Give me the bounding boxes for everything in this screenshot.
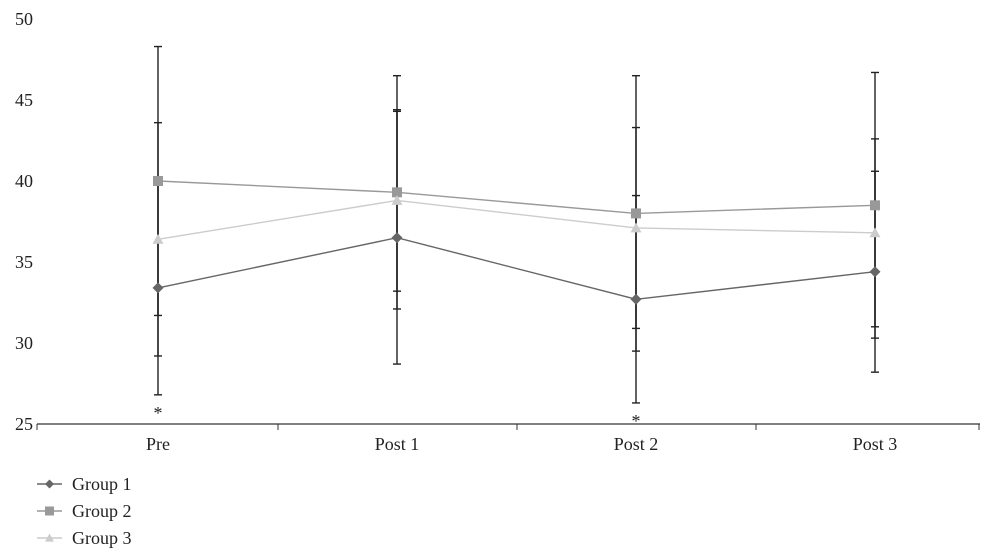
data-point [630, 293, 642, 305]
legend-label: Group 1 [72, 474, 132, 494]
x-tick-label: Post 1 [375, 434, 420, 454]
data-point [631, 208, 641, 219]
legend-label: Group 3 [72, 528, 132, 548]
series-line [157, 180, 876, 215]
x-tick-label: Post 3 [853, 434, 898, 454]
data-point [152, 233, 164, 244]
y-tick-label: 40 [15, 171, 33, 191]
data-point [391, 194, 403, 205]
data-point [870, 200, 880, 211]
series-points [152, 176, 881, 305]
legend-label: Group 2 [72, 501, 132, 521]
series-line [157, 236, 876, 300]
x-tick-label: Pre [146, 434, 170, 454]
data-point [630, 222, 642, 233]
legend: Group 1 Group 2 Group 3 [37, 474, 132, 548]
data-point [391, 232, 403, 244]
x-axis-ticks: Pre Post 1 Post 2 Post 3 [36, 424, 980, 454]
legend-marker [45, 479, 54, 489]
series-line [157, 199, 876, 241]
y-tick-label: 25 [15, 414, 33, 434]
data-point [392, 187, 402, 198]
y-tick-label: 30 [15, 333, 33, 353]
legend-marker [45, 506, 54, 516]
series-lines [157, 180, 876, 300]
y-tick-label: 50 [15, 9, 33, 29]
significance-marker: * [154, 403, 163, 423]
data-point [869, 227, 881, 238]
x-tick-label: Post 2 [614, 434, 659, 454]
y-tick-label: 45 [15, 90, 33, 110]
y-tick-label: 35 [15, 252, 33, 272]
significance-marker: * [632, 411, 641, 431]
y-axis-ticks: 25 30 35 40 45 50 [15, 9, 33, 434]
annotations: * * [154, 403, 641, 431]
error-bars [154, 45, 879, 404]
data-point [152, 282, 164, 294]
data-point [869, 266, 881, 278]
data-point [153, 176, 163, 186]
legend-marker [45, 533, 54, 542]
